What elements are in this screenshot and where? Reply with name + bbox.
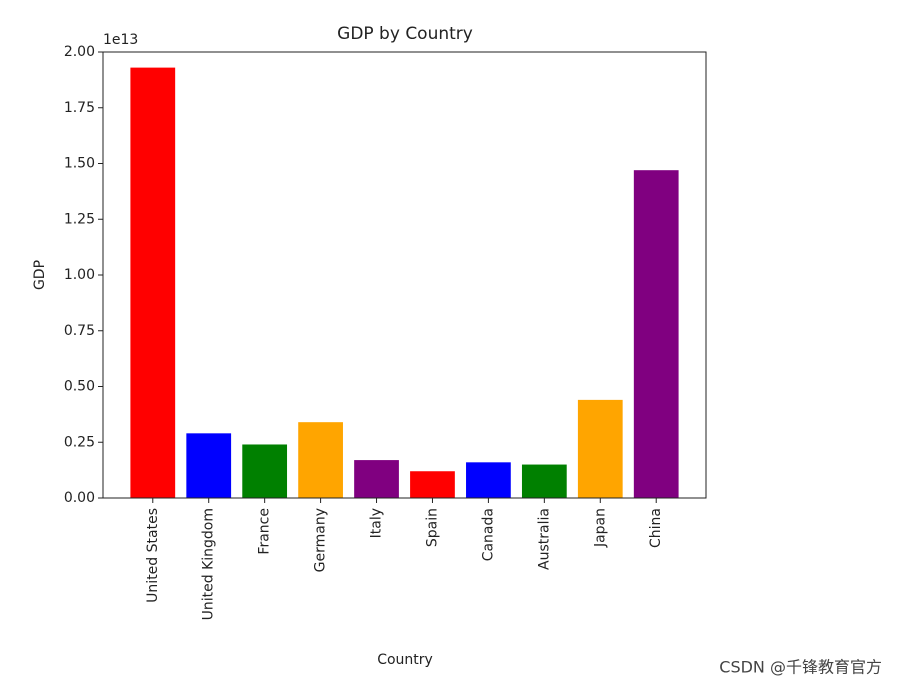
x-tick-label: Japan (592, 508, 608, 548)
y-tick-label: 0.75 (64, 323, 95, 339)
y-tick-label: 0.50 (64, 379, 95, 395)
bar (186, 433, 232, 498)
x-tick-label: France (257, 508, 273, 555)
bar (577, 399, 623, 498)
x-tick-label: United States (145, 508, 161, 603)
y-tick-label: 2.00 (64, 44, 95, 60)
plot-frame (102, 51, 707, 499)
x-tick-label: Italy (369, 508, 385, 538)
bar (242, 444, 288, 498)
bar (354, 460, 399, 498)
x-tick-label: China (648, 508, 664, 548)
bar (466, 462, 511, 498)
y-offset-label: 1e13 (103, 32, 138, 48)
watermark: CSDN @千锋教育官方 (719, 658, 882, 677)
y-tick-label: 0.25 (64, 434, 95, 450)
bar (521, 464, 567, 498)
x-tick-label: Canada (480, 508, 496, 561)
y-tick-label: 0.00 (64, 490, 95, 506)
bar (633, 170, 679, 498)
y-tick-label: 1.25 (64, 211, 95, 227)
x-tick-label: Germany (313, 508, 329, 572)
bar (130, 67, 176, 499)
chart-title: GDP by Country (337, 24, 473, 44)
x-tick-label: Spain (424, 508, 440, 547)
y-axis-label: GDP (32, 260, 48, 290)
y-tick-label: 1.50 (64, 156, 95, 172)
y-tick-label: 1.75 (64, 100, 95, 116)
y-tick-label: 1.00 (64, 267, 95, 283)
bar (410, 471, 455, 498)
x-axis-label: Country (377, 652, 433, 668)
x-tick-label: United Kingdom (201, 508, 217, 620)
x-tick-label: Australia (536, 508, 552, 570)
bar (298, 422, 343, 498)
